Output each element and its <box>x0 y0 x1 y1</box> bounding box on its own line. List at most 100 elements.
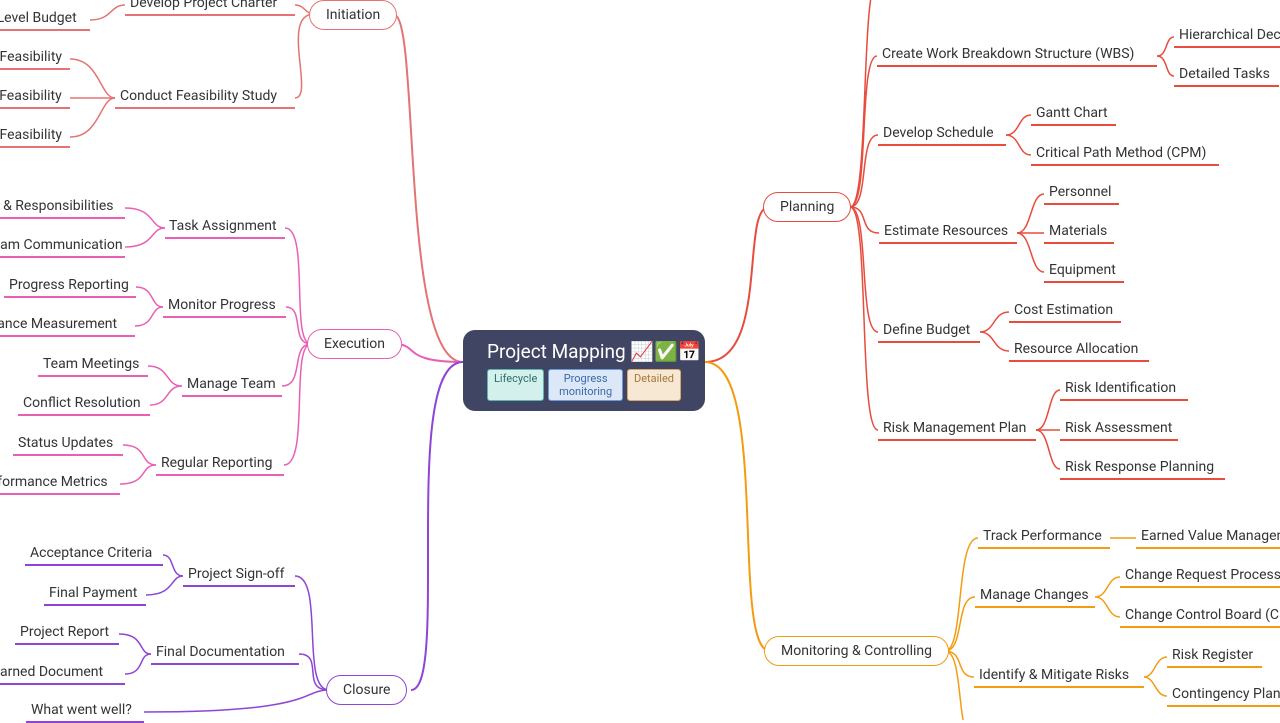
leaf-underline <box>877 65 1157 67</box>
leaf-underline <box>125 14 295 16</box>
leaf-underline <box>18 414 150 416</box>
leaf-node[interactable]: mance Measurement <box>0 316 117 334</box>
leaf-underline <box>151 663 299 665</box>
leaf-underline <box>26 721 144 723</box>
leaf-underline <box>1044 242 1114 244</box>
leaf-node[interactable]: Acceptance Criteria <box>30 545 152 563</box>
leaf-node[interactable]: Progress Reporting <box>9 277 129 295</box>
root-tags: LifecycleProgress monitoringDetailed <box>487 369 681 401</box>
leaf-underline <box>0 335 135 337</box>
branch-node[interactable]: Initiation <box>309 0 397 30</box>
leaf-node[interactable]: Change Control Board (C <box>1125 607 1279 625</box>
leaf-node[interactable]: Develop Project Charter <box>130 0 277 13</box>
root-title: Project Mapping 📈✅📅 <box>487 340 681 363</box>
leaf-underline <box>879 242 1017 244</box>
leaf-node[interactable]: al Feasibility <box>0 127 62 145</box>
branch-node[interactable]: Monitoring & Controlling <box>764 636 949 666</box>
leaf-underline <box>0 683 125 685</box>
leaf-underline <box>115 107 295 109</box>
leaf-node[interactable]: erformance Metrics <box>0 474 108 492</box>
leaf-node[interactable]: Risk Assessment <box>1065 420 1172 438</box>
leaf-node[interactable]: Earned Value Managem <box>1141 528 1280 546</box>
leaf-node[interactable]: Track Performance <box>983 528 1102 546</box>
leaf-underline <box>878 144 1006 146</box>
leaf-node[interactable]: Risk Register <box>1172 647 1253 665</box>
leaf-node[interactable]: Materials <box>1049 223 1107 241</box>
leaf-node[interactable]: ic Feasibility <box>0 88 62 106</box>
leaf-underline <box>165 237 285 239</box>
leaf-node[interactable]: Detailed Tasks <box>1179 66 1270 84</box>
branch-node[interactable]: Closure <box>326 675 407 705</box>
leaf-underline <box>182 395 282 397</box>
leaf-node[interactable]: Task Assignment <box>169 218 277 236</box>
leaf-underline <box>1120 586 1280 588</box>
leaf-underline <box>1009 321 1121 323</box>
leaf-underline <box>0 217 125 219</box>
leaf-underline <box>975 606 1095 608</box>
leaf-node[interactable]: Risk Response Planning <box>1065 459 1214 477</box>
leaf-underline <box>1060 439 1178 441</box>
leaf-node[interactable]: Risk Management Plan <box>883 420 1026 438</box>
leaf-node[interactable]: Develop Schedule <box>883 125 994 143</box>
leaf-underline <box>1167 705 1280 707</box>
leaf-node[interactable]: Team Meetings <box>43 356 139 374</box>
leaf-underline <box>44 604 146 606</box>
leaf-node[interactable]: Conduct Feasibility Study <box>120 88 277 106</box>
leaf-node[interactable]: Project Sign-off <box>188 566 284 584</box>
leaf-underline <box>1044 203 1119 205</box>
leaf-node[interactable]: Team Communication <box>0 237 123 255</box>
leaf-underline <box>0 146 70 148</box>
leaf-underline <box>25 564 163 566</box>
leaf-underline <box>878 341 980 343</box>
leaf-node[interactable]: Conflict Resolution <box>23 395 141 413</box>
leaf-underline <box>0 29 90 31</box>
leaf-underline <box>1174 85 1279 87</box>
leaf-node[interactable]: Risk Identification <box>1065 380 1176 398</box>
leaf-node[interactable]: What went well? <box>31 702 132 720</box>
leaf-node[interactable]: Final Payment <box>49 585 137 603</box>
leaf-node[interactable]: Identify & Mitigate Risks <box>979 667 1129 685</box>
leaf-underline <box>38 375 148 377</box>
leaf-node[interactable]: Status Updates <box>18 435 113 453</box>
leaf-node[interactable]: Change Request Process <box>1125 567 1280 585</box>
leaf-node[interactable]: Monitor Progress <box>168 297 276 315</box>
leaf-node[interactable]: es & Responsibilities <box>0 198 114 216</box>
leaf-underline <box>4 296 136 298</box>
leaf-node[interactable]: Resource Allocation <box>1014 341 1138 359</box>
leaf-node[interactable]: n-Level Budget <box>0 10 77 28</box>
leaf-underline <box>183 585 295 587</box>
leaf-node[interactable]: Regular Reporting <box>161 455 272 473</box>
leaf-underline <box>1009 360 1149 362</box>
leaf-underline <box>0 68 70 70</box>
leaf-node[interactable]: Manage Team <box>187 376 276 394</box>
leaf-underline <box>878 439 1036 441</box>
mindmap-root-node[interactable]: Project Mapping 📈✅📅 LifecycleProgress mo… <box>463 330 705 411</box>
leaf-node[interactable]: Learned Document <box>0 664 103 682</box>
leaf-underline <box>0 493 120 495</box>
leaf-node[interactable]: Project Report <box>20 624 109 642</box>
leaf-node[interactable]: al Feasibility <box>0 49 62 67</box>
leaf-node[interactable]: Contingency Plann <box>1172 686 1280 704</box>
root-tag[interactable]: Detailed <box>627 369 681 401</box>
leaf-node[interactable]: Hierarchical Deco <box>1179 27 1280 45</box>
leaf-underline <box>1031 124 1116 126</box>
leaf-node[interactable]: Manage Changes <box>980 587 1089 605</box>
leaf-node[interactable]: Equipment <box>1049 262 1116 280</box>
leaf-node[interactable]: Estimate Resources <box>884 223 1008 241</box>
leaf-underline <box>1167 666 1262 668</box>
branch-node[interactable]: Planning <box>763 192 851 222</box>
leaf-underline <box>1044 281 1124 283</box>
leaf-node[interactable]: Define Budget <box>883 322 970 340</box>
leaf-node[interactable]: Gantt Chart <box>1036 105 1108 123</box>
branch-node[interactable]: Execution <box>307 329 402 359</box>
leaf-node[interactable]: Create Work Breakdown Structure (WBS) <box>882 46 1134 64</box>
leaf-node[interactable]: Critical Path Method (CPM) <box>1036 145 1206 163</box>
leaf-underline <box>15 643 119 645</box>
leaf-underline <box>1174 46 1280 48</box>
leaf-node[interactable]: Final Documentation <box>156 644 285 662</box>
leaf-underline <box>156 474 284 476</box>
leaf-node[interactable]: Cost Estimation <box>1014 302 1113 320</box>
leaf-node[interactable]: Personnel <box>1049 184 1111 202</box>
root-tag[interactable]: Progress monitoring <box>548 369 623 401</box>
root-tag[interactable]: Lifecycle <box>487 369 544 401</box>
